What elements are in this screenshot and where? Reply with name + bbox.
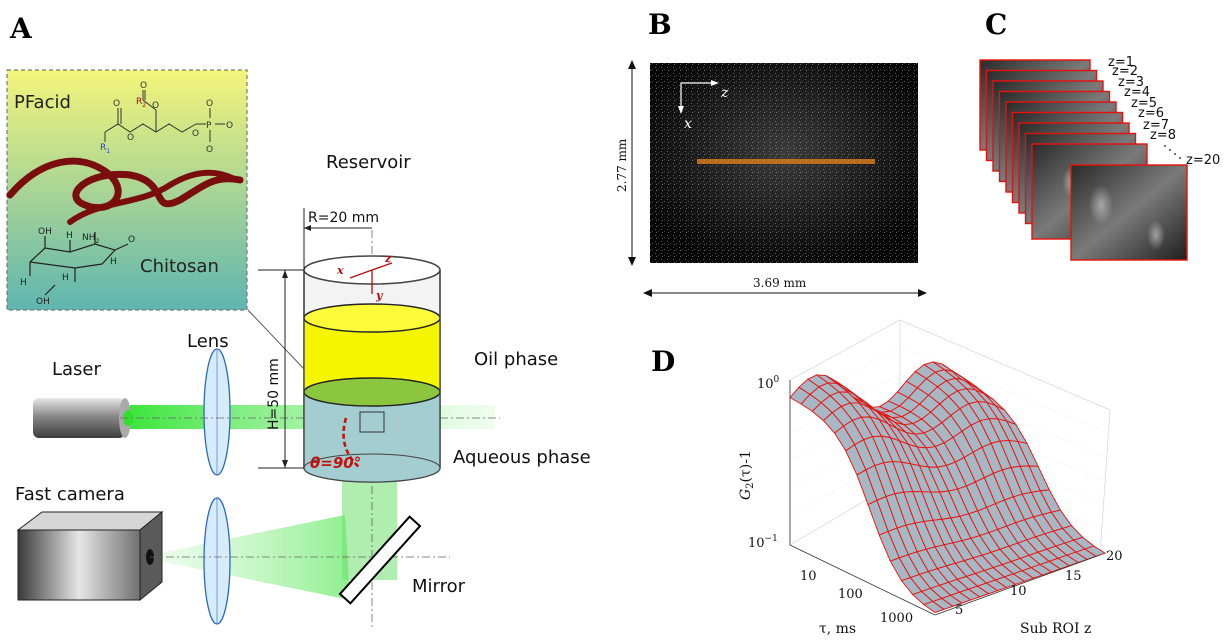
chem-o-4: O xyxy=(140,81,147,91)
mirror xyxy=(338,515,422,605)
panel-c xyxy=(979,59,1188,261)
xlabel: τ, ms xyxy=(819,621,856,637)
mirror-label: Mirror xyxy=(412,576,466,597)
ylabel: G2(τ)-1 xyxy=(738,450,756,500)
chem-o-9: O xyxy=(128,235,135,245)
chem-o-2: O xyxy=(127,133,134,143)
z-tick-5: 5 xyxy=(955,603,963,618)
z-tick-15: 15 xyxy=(1065,569,1082,584)
panel-label-b: B xyxy=(648,8,672,41)
chitosan-chain xyxy=(6,157,244,212)
image-width: 3.69 mm xyxy=(753,276,807,290)
chem-r2: R2 xyxy=(136,97,146,109)
panel-label-a: A xyxy=(10,12,32,45)
chem-oh-2: OH xyxy=(36,297,50,307)
chem-p: P xyxy=(206,121,212,131)
z-label-1: z=1 xyxy=(1108,55,1134,70)
chem-o-7: O xyxy=(206,145,213,155)
camera-beam xyxy=(140,515,350,600)
image-axis-x: x xyxy=(684,116,692,132)
laser-label: Laser xyxy=(52,359,102,380)
panel-label-c: C xyxy=(985,8,1008,41)
pfacid-label: PFacid xyxy=(14,92,71,113)
reservoir-label: Reservoir xyxy=(326,152,411,173)
height-label: H=50 mm xyxy=(266,358,282,430)
tau-tick-10: 10 xyxy=(800,569,817,584)
z-label-5: z=5 xyxy=(1131,96,1157,111)
radius-label: R=20 mm xyxy=(308,210,379,226)
z-label-7: z=7 xyxy=(1143,118,1169,133)
ytick-top: 100 xyxy=(757,375,780,392)
contact-angle-label: θ=90° xyxy=(310,454,361,472)
roi-line xyxy=(697,159,875,164)
chem-o-5: O xyxy=(192,129,199,139)
pfacid-structure xyxy=(104,90,225,142)
camera-label: Fast camera xyxy=(15,484,125,505)
z-label-last: z=20 xyxy=(1186,153,1220,168)
ytick-bottom: 10−1 xyxy=(748,534,778,551)
panel-c-labels: z=1 z=2 z=3 z=4 z=5 z=6 z=7 z=8 z=20 xyxy=(1108,55,1220,168)
chem-oh-1: OH xyxy=(38,227,52,237)
contact-angle-arc xyxy=(342,417,361,469)
chem-nh2: NH2 xyxy=(82,233,100,245)
chem-r1: R1 xyxy=(100,143,110,155)
chem-h-1: H xyxy=(66,231,73,241)
axis-y-label: y xyxy=(375,289,384,302)
z-label-2: z=2 xyxy=(1112,64,1138,79)
panel-label-d: D xyxy=(651,345,676,378)
z-label-3: z=3 xyxy=(1118,75,1144,90)
z-label-6: z=6 xyxy=(1138,106,1164,121)
chitosan-ring xyxy=(29,232,129,296)
image-height: 2.77 mm xyxy=(615,138,629,192)
aqueous-phase-label: Aqueous phase xyxy=(453,447,591,468)
z-label-4: z=4 xyxy=(1124,85,1150,100)
zlabel: Sub ROI z xyxy=(1020,621,1091,637)
axis-z-label: z xyxy=(384,252,392,265)
molecule-inset xyxy=(6,69,248,311)
z-tick-10: 10 xyxy=(1010,584,1027,599)
correlation-surface xyxy=(789,361,1107,613)
lens-label: Lens xyxy=(187,331,229,352)
panel-d: 100 10−1 G2(τ)-1 10 100 1000 τ, ms 5 10 … xyxy=(738,319,1123,637)
laser xyxy=(33,398,133,438)
chem-h-3: H xyxy=(20,278,27,288)
oil-phase-label: Oil phase xyxy=(474,349,558,370)
z-label-8: z=8 xyxy=(1150,128,1176,143)
panel-b: z x 2.77 mm 3.69 mm xyxy=(615,60,927,297)
axis-x-label: x xyxy=(336,264,344,277)
tau-tick-100: 100 xyxy=(838,587,863,602)
chem-o-3: O xyxy=(152,101,159,111)
chem-h-4: H xyxy=(62,273,69,283)
chem-h-2: H xyxy=(110,257,117,267)
sub-roi-tile xyxy=(1070,164,1188,261)
chitosan-label: Chitosan xyxy=(140,256,219,277)
chem-o-8: O xyxy=(226,121,233,131)
z-tick-20: 20 xyxy=(1106,549,1123,564)
tau-tick-1000: 1000 xyxy=(880,611,913,626)
chem-o-1: O xyxy=(113,99,120,109)
fast-camera xyxy=(16,510,164,602)
chem-o-6: O xyxy=(206,99,213,109)
image-axis-z: z xyxy=(720,85,729,101)
panel-a: O O O O O O O O P R1 R2 OH H xyxy=(6,69,591,630)
surface-facet xyxy=(1083,545,1107,557)
